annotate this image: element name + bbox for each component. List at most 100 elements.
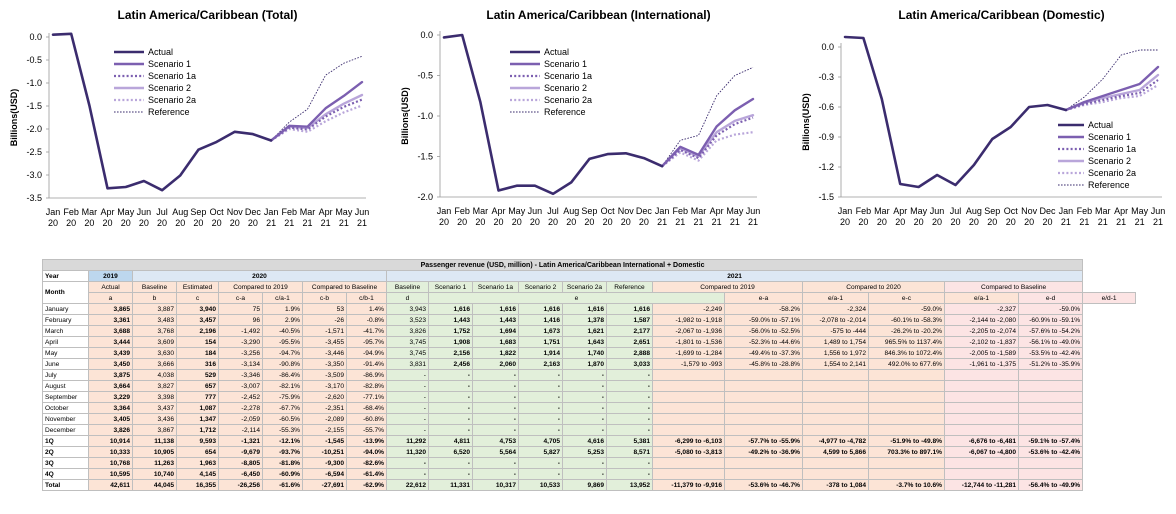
- table-cell: 22,612: [386, 479, 429, 491]
- year-2020: 2020: [132, 270, 387, 282]
- col-reference: Reference: [606, 281, 653, 293]
- x-tick-year: 20: [66, 218, 76, 228]
- x-tick-year: 20: [932, 217, 942, 227]
- x-tick-year: 20: [858, 217, 868, 227]
- table-cell: -12,744 to -11,281: [944, 479, 1019, 491]
- table-cell: [652, 402, 725, 414]
- table-cell: 1,616: [562, 303, 607, 315]
- table-cell: -6,450: [218, 468, 263, 480]
- table-cell: -: [606, 468, 653, 480]
- table-row: August 3,664 3,827 657 -3,007 -82.1% -3,170 -82…: [42, 380, 1136, 392]
- table-cell: -40.5%: [262, 325, 303, 337]
- chart-international-svg: Latin America/Caribbean (International) B…: [400, 8, 760, 227]
- table-cell: 75: [218, 303, 263, 315]
- table-cell: 3,609: [132, 336, 177, 348]
- table-cell: 4,038: [132, 369, 177, 381]
- row-label: April: [42, 336, 89, 348]
- x-tick-label: Mar: [473, 206, 489, 216]
- table-cell: 11,292: [386, 435, 429, 447]
- table-cell: 3,940: [176, 303, 219, 315]
- y-tick-label: -3.0: [26, 170, 42, 180]
- y-tick-label: -1.5: [818, 192, 834, 202]
- x-tick-label: Apr: [893, 206, 907, 216]
- table-cell: [802, 380, 869, 392]
- table-row: 4Q 10,595 10,740 4,145 -6,450 -60.9% -6,594 -61…: [42, 468, 1136, 480]
- x-tick-year: 20: [193, 218, 203, 228]
- table-cell: 2,177: [606, 325, 653, 337]
- table-cell: [944, 424, 1019, 436]
- series-line-scenario-2a: [1065, 84, 1159, 112]
- x-tick-label: Jul: [547, 206, 559, 216]
- table-cell: -: [562, 369, 607, 381]
- series-line-scenario-1a: [661, 116, 754, 168]
- x-tick-year: 21: [1098, 217, 1108, 227]
- table-cell: 3,033: [606, 358, 653, 370]
- series-line-actual: [843, 35, 1068, 189]
- x-tick-year: 21: [339, 218, 349, 228]
- year-2019: 2019: [88, 270, 133, 282]
- table-cell: -1,545: [302, 435, 347, 447]
- table-cell: 3,457: [176, 314, 219, 326]
- table-cell: -2,078 to -2,014: [802, 314, 869, 326]
- table-cell: 184: [176, 347, 219, 359]
- passenger-revenue-table: Passenger revenue (USD, million) - Latin…: [41, 259, 1136, 491]
- table-cell: 3,439: [88, 347, 133, 359]
- table-cell: -: [606, 402, 653, 414]
- series-line-reference: [661, 66, 754, 167]
- table-cell: [868, 402, 945, 414]
- table-row: 1Q 10,914 11,138 9,593 -1,321 -12.1% -1,545 -13…: [42, 435, 1136, 447]
- table-cell: 2,196: [176, 325, 219, 337]
- table-cell: [652, 413, 725, 425]
- table-cell: 1,616: [472, 303, 519, 315]
- table-cell: 4,753: [472, 435, 519, 447]
- table-cell: -58.2%: [724, 303, 803, 315]
- x-tick-year: 20: [969, 217, 979, 227]
- x-tick-year: 20: [950, 217, 960, 227]
- table-cell: -62.9%: [346, 479, 387, 491]
- table-cell: [868, 369, 945, 381]
- x-tick-label: Mar: [300, 207, 316, 217]
- table-cell: 11,331: [428, 479, 473, 491]
- y-tick-label: -0.3: [818, 72, 834, 82]
- table-cell: 3,364: [88, 402, 133, 414]
- table-cell: 1.9%: [262, 303, 303, 315]
- table-cell: -6,676 to -6,481: [944, 435, 1019, 447]
- row-label: January: [42, 303, 89, 315]
- code-e/a-1: e/a-1: [802, 292, 869, 304]
- table-cell: -3,256: [218, 347, 263, 359]
- table-cell: [652, 369, 725, 381]
- table-cell: [724, 424, 803, 436]
- x-tick-label: May: [1131, 206, 1149, 216]
- table-cell: -45.8% to -28.8%: [724, 358, 803, 370]
- table-cell: 53: [302, 303, 347, 315]
- y-tick-label: -1.0: [417, 111, 433, 121]
- y-tick-label: -2.5: [26, 147, 42, 157]
- x-tick-year: 21: [1079, 217, 1089, 227]
- table-cell: [652, 380, 725, 392]
- table-cell: 1,378: [562, 314, 607, 326]
- x-tick-year: 20: [895, 217, 905, 227]
- table-cell: -90.8%: [262, 358, 303, 370]
- table-cell: 3,688: [88, 325, 133, 337]
- x-tick-year: 20: [84, 218, 94, 228]
- x-tick-year: 20: [639, 217, 649, 227]
- x-tick-year: 21: [675, 217, 685, 227]
- table-cell: -3,134: [218, 358, 263, 370]
- table-cell: -3,455: [302, 336, 347, 348]
- table-cell: 1,822: [472, 347, 519, 359]
- table-cell: -8,805: [218, 457, 263, 469]
- table-cell: [868, 380, 945, 392]
- table-cell: -94.7%: [262, 347, 303, 359]
- y-tick-label: -1.2: [818, 162, 834, 172]
- x-tick-year: 20: [603, 217, 613, 227]
- x-tick-year: 20: [212, 218, 222, 228]
- x-tick-label: Jan: [264, 207, 279, 217]
- table-cell: -: [472, 457, 519, 469]
- y-tick-label: -1.5: [417, 152, 433, 162]
- table-row: 2Q 10,333 10,905 654 -9,679 -93.7% -10,251 -94.…: [42, 446, 1136, 458]
- table-cell: -: [518, 457, 563, 469]
- x-tick-label: Nov: [227, 207, 244, 217]
- legend-label: Scenario 2a: [148, 95, 196, 105]
- table-cell: -: [606, 380, 653, 392]
- table-cell: -1,961 to -1,375: [944, 358, 1019, 370]
